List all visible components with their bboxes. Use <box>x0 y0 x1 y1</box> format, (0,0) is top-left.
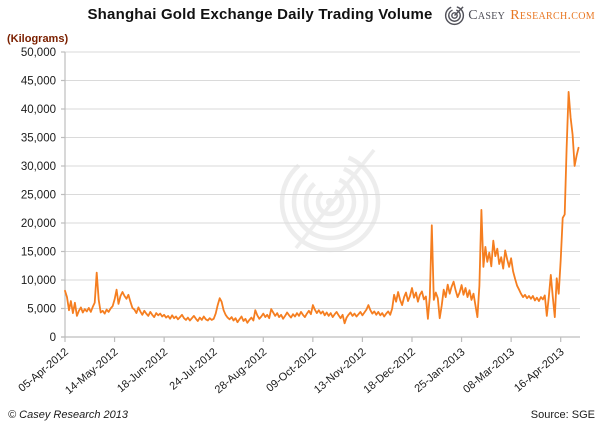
x-axis-labels: 05-Apr-201214-May-201218-Jun-201224-Jul-… <box>16 346 566 397</box>
casey-research-logo: Casey Research.com <box>444 5 595 26</box>
spiral-logo-icon <box>445 5 465 26</box>
y-tick-label: 25,000 <box>21 190 56 202</box>
y-tick-label: 30,000 <box>21 161 56 173</box>
y-tick-label: 20,000 <box>21 218 56 230</box>
y-axis-labels: 0 5,000 10,000 15,000 20,000 25,000 30,000 35,0… <box>21 47 56 344</box>
y-tick-label: 35,000 <box>21 133 56 145</box>
y-tick-label: 15,000 <box>21 247 56 259</box>
axes <box>61 51 580 342</box>
x-tick-label: 28-Aug-2012 <box>213 346 269 396</box>
x-tick-label: 18-Jun-2012 <box>115 346 170 395</box>
watermark-spiral-logo <box>279 148 381 253</box>
x-tick-label: 24-Jul-2012 <box>167 346 219 393</box>
y-tick-label: 0 <box>50 332 56 344</box>
x-tick-label: 14-May-2012 <box>63 346 120 397</box>
logo-brand-secondary: Research.com <box>510 7 595 23</box>
x-tick-label: 25-Jan-2013 <box>412 346 467 395</box>
y-tick-label: 50,000 <box>21 47 56 59</box>
y-tick-label: 10,000 <box>21 275 56 287</box>
x-tick-label: 18-Dec-2012 <box>361 346 417 396</box>
y-axis-unit-label: (Kilograms) <box>7 33 69 45</box>
y-tick-label: 5,000 <box>27 304 56 316</box>
x-tick-label: 16-Apr-2013 <box>512 346 567 395</box>
volume-series-line <box>64 91 580 325</box>
y-tick-label: 45,000 <box>21 76 56 88</box>
copyright-text: © Casey Research 2013 <box>8 409 129 421</box>
source-text: Source: SGE <box>530 409 595 421</box>
chart-title: Shanghai Gold Exchange Daily Trading Vol… <box>87 6 433 23</box>
y-tick-label: 40,000 <box>21 104 56 116</box>
x-tick-label: 09-Oct-2012 <box>264 346 319 395</box>
y-gridlines <box>65 51 580 309</box>
logo-brand-primary: Casey <box>468 7 506 23</box>
x-tick-label: 13-Nov-2012 <box>312 346 368 396</box>
x-tick-label: 08-Mar-2013 <box>461 346 517 396</box>
